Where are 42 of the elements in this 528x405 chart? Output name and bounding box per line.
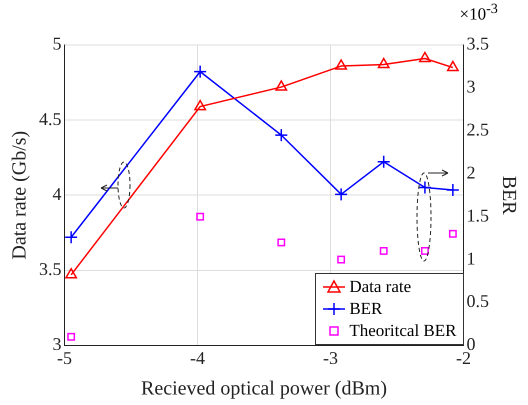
legend-label: Theoritcal BER: [349, 320, 456, 342]
y-tick-label: 3: [52, 334, 62, 354]
point: [446, 183, 460, 197]
x-tick-label: -3: [323, 348, 338, 368]
y-tick-label: 3.5: [39, 259, 62, 280]
point: [418, 180, 432, 194]
point: [446, 60, 459, 72]
point: [275, 80, 288, 91]
y2-tick-label: 0.5: [466, 291, 489, 312]
point: [378, 58, 390, 68]
point: [376, 154, 390, 168]
point: [421, 247, 429, 255]
y2-tick-label: 3: [466, 76, 476, 97]
point: [193, 64, 207, 78]
point: [277, 238, 286, 246]
legend-label: BER: [349, 298, 382, 320]
x-tick-label: -4: [190, 348, 205, 368]
y2-tick-label: 1.5: [466, 205, 489, 226]
point: [337, 256, 346, 264]
y2-tick-label: 3.5: [466, 34, 489, 54]
point: [448, 230, 457, 238]
point: [335, 59, 348, 70]
point: [67, 332, 76, 341]
y-tick-label: 5: [52, 34, 62, 54]
point: [196, 212, 204, 221]
y2-tick-label: 2: [466, 162, 476, 182]
x-axis-title: Recieved optical power (dBm): [140, 377, 388, 400]
y2-tick-label: 1: [466, 248, 476, 268]
point: [194, 100, 206, 110]
point: [418, 52, 431, 62]
y-axis-title: Data rate (Gb/s): [8, 130, 30, 260]
y2-axis-title: BER: [498, 176, 520, 216]
text: ×10$^{-3}$: [460, 1, 498, 25]
point: [380, 247, 388, 255]
y-tick-label: 4: [52, 184, 62, 204]
point: [64, 230, 78, 244]
y2-tick-label: 2.5: [466, 120, 489, 140]
point: [65, 268, 78, 279]
legend-label: Data rate: [349, 276, 412, 298]
point: [274, 128, 288, 142]
point: [334, 188, 348, 202]
y-tick-label: 4.5: [39, 108, 62, 129]
